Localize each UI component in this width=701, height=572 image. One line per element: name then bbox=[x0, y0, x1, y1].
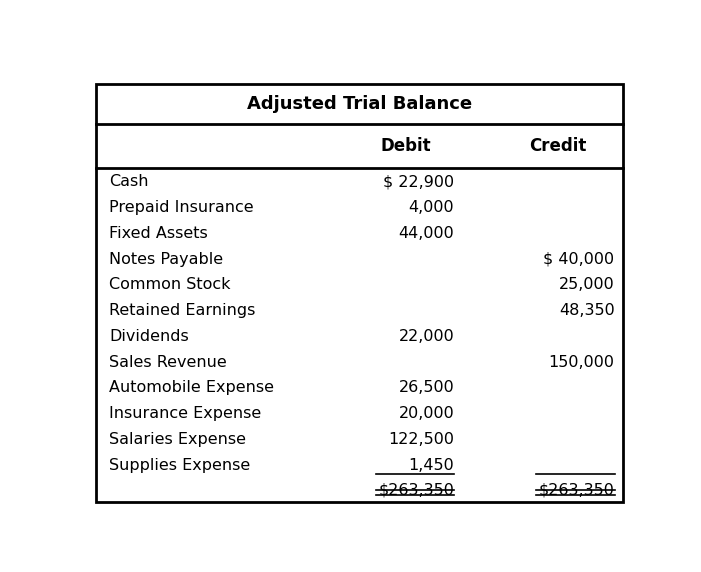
Text: Retained Earnings: Retained Earnings bbox=[109, 303, 256, 318]
Text: 48,350: 48,350 bbox=[559, 303, 615, 318]
Text: 25,000: 25,000 bbox=[559, 277, 615, 292]
FancyBboxPatch shape bbox=[96, 84, 622, 502]
Text: Dividends: Dividends bbox=[109, 329, 189, 344]
Text: Credit: Credit bbox=[529, 137, 586, 154]
Text: Debit: Debit bbox=[380, 137, 430, 154]
Text: Common Stock: Common Stock bbox=[109, 277, 231, 292]
Text: Notes Payable: Notes Payable bbox=[109, 252, 224, 267]
Text: $ 40,000: $ 40,000 bbox=[543, 252, 615, 267]
Text: Fixed Assets: Fixed Assets bbox=[109, 226, 208, 241]
Text: 4,000: 4,000 bbox=[409, 200, 454, 215]
Text: Adjusted Trial Balance: Adjusted Trial Balance bbox=[247, 95, 472, 113]
Text: 22,000: 22,000 bbox=[399, 329, 454, 344]
Text: 1,450: 1,450 bbox=[409, 458, 454, 472]
Text: Supplies Expense: Supplies Expense bbox=[109, 458, 250, 472]
Text: $263,350: $263,350 bbox=[379, 483, 454, 498]
Text: 44,000: 44,000 bbox=[399, 226, 454, 241]
Text: Sales Revenue: Sales Revenue bbox=[109, 355, 227, 370]
Text: 26,500: 26,500 bbox=[399, 380, 454, 395]
Text: 20,000: 20,000 bbox=[399, 406, 454, 421]
Text: Cash: Cash bbox=[109, 174, 149, 189]
Text: Insurance Expense: Insurance Expense bbox=[109, 406, 261, 421]
Text: 150,000: 150,000 bbox=[549, 355, 615, 370]
Text: Salaries Expense: Salaries Expense bbox=[109, 432, 246, 447]
Text: Prepaid Insurance: Prepaid Insurance bbox=[109, 200, 254, 215]
Text: $ 22,900: $ 22,900 bbox=[383, 174, 454, 189]
Text: Automobile Expense: Automobile Expense bbox=[109, 380, 274, 395]
Text: $263,350: $263,350 bbox=[539, 483, 615, 498]
Text: 122,500: 122,500 bbox=[388, 432, 454, 447]
